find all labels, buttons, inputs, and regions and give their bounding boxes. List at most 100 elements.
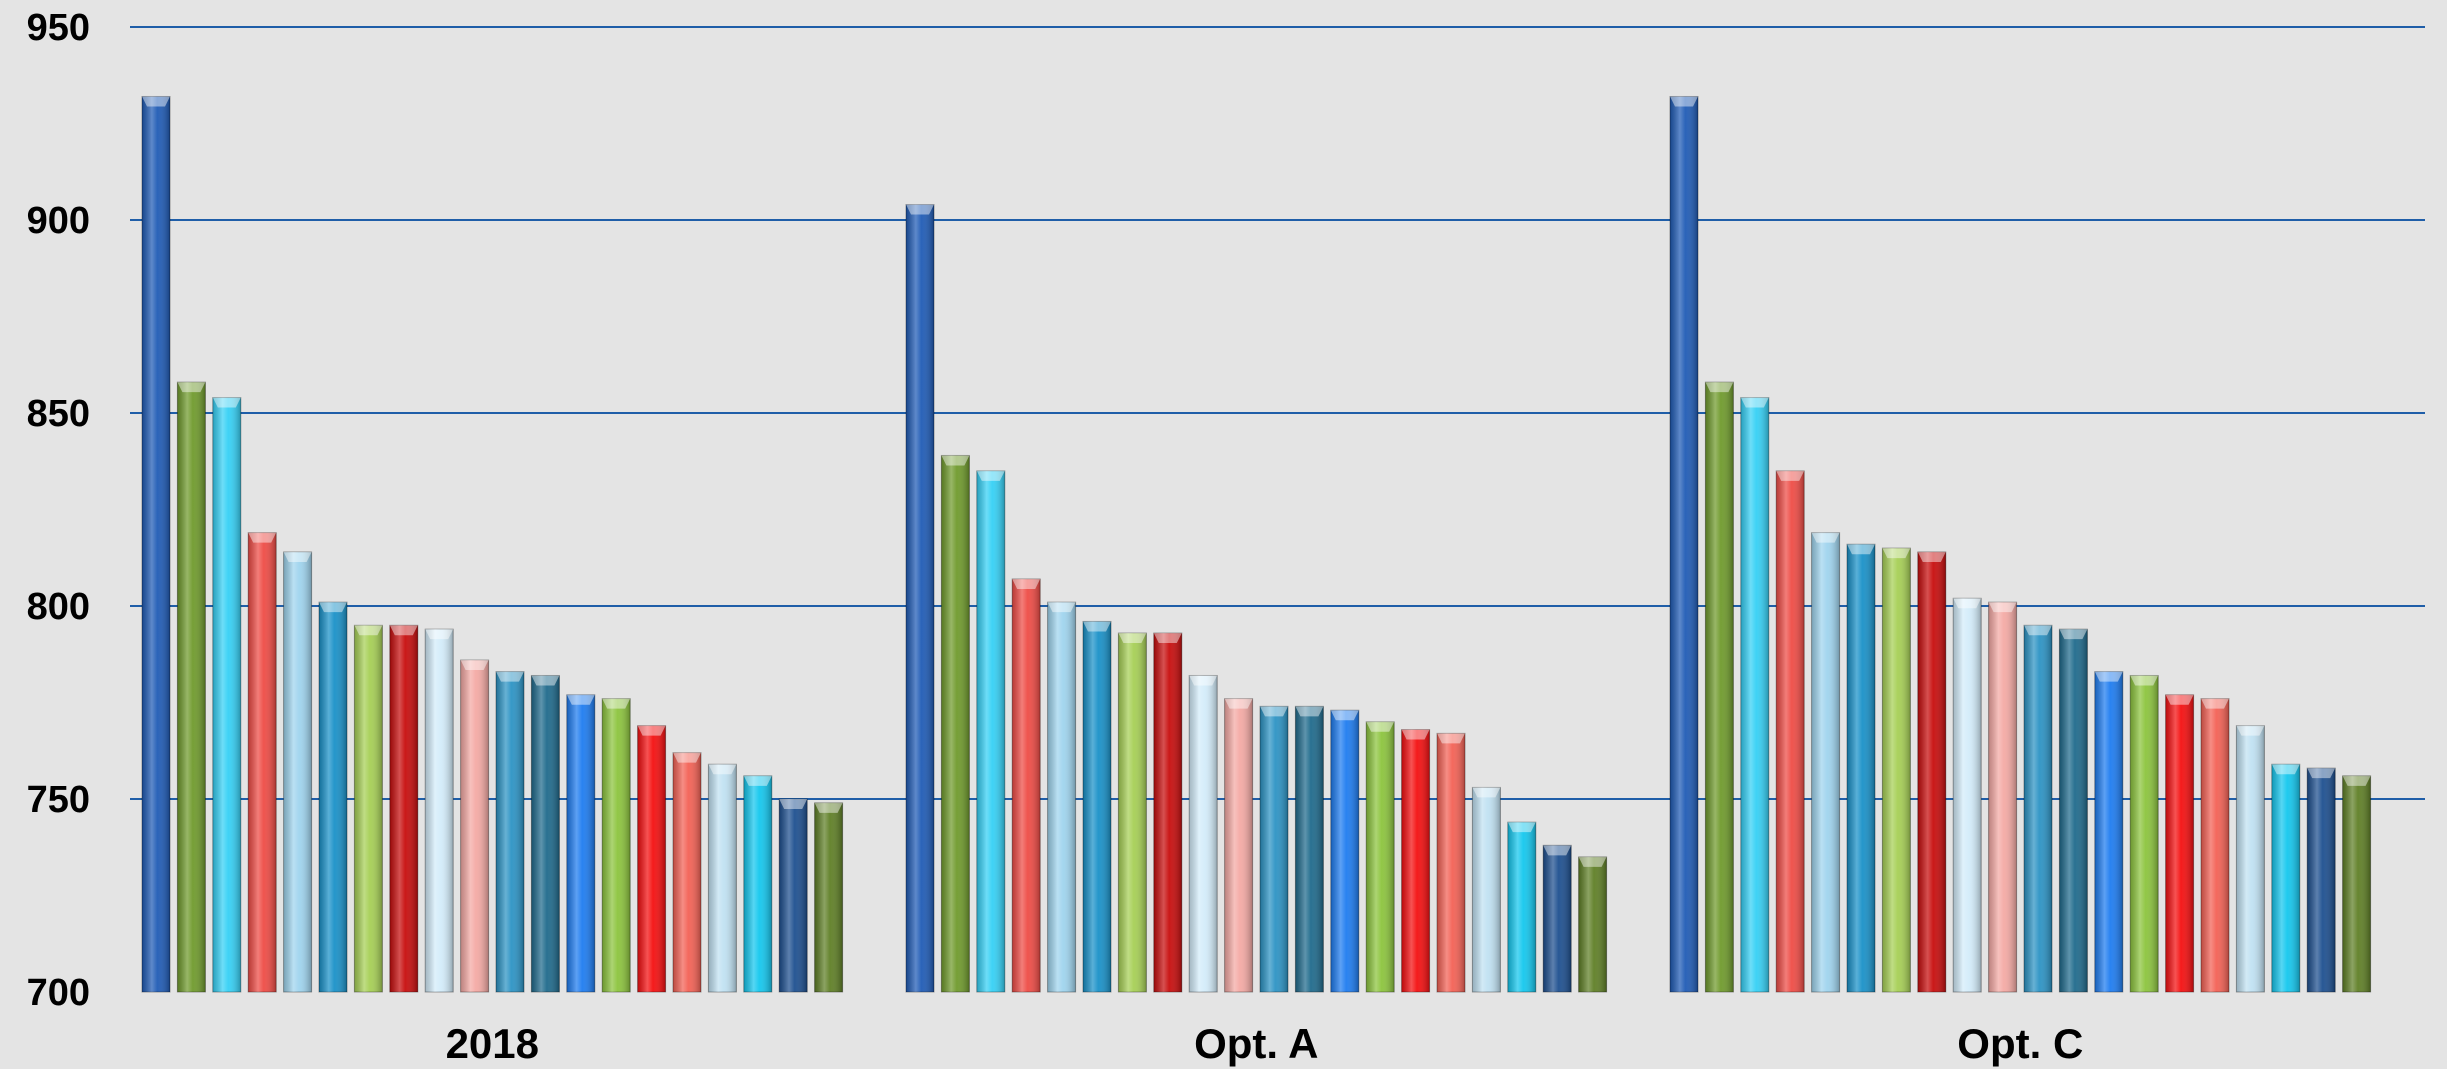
bar-shading <box>1472 787 1501 992</box>
bar-cap <box>1224 698 1253 709</box>
bar-cap <box>2024 625 2052 636</box>
bar-shading <box>2271 764 2300 992</box>
bar-cap <box>1012 578 1041 589</box>
bar-shading <box>1437 733 1465 992</box>
bar-cap <box>673 752 701 763</box>
bar-shading <box>1224 698 1253 992</box>
bar-cap <box>1670 96 1698 107</box>
bar-cap <box>1776 470 1805 481</box>
bar-shading <box>1083 621 1111 992</box>
bar-cap <box>212 397 241 408</box>
bar-cap <box>1988 602 2017 613</box>
bar-shading <box>1882 548 1911 992</box>
bar-shading <box>976 470 1005 992</box>
bar-cap <box>319 602 347 613</box>
bar-cap <box>1047 602 1076 613</box>
bar-shading <box>1330 710 1359 992</box>
bar-shading <box>2236 725 2265 992</box>
bar-cap <box>1543 845 1572 856</box>
bar-cap <box>2236 725 2265 736</box>
y-tick-label: 750 <box>27 779 90 821</box>
bar-cap <box>1578 856 1607 867</box>
bar-cap <box>708 764 737 775</box>
bar-shading <box>142 96 170 993</box>
category-label: 2018 <box>446 1020 539 1067</box>
bar-cap <box>976 470 1005 481</box>
bar-shading <box>531 675 560 992</box>
bar-cap <box>2342 775 2371 786</box>
bar-cap <box>460 660 489 671</box>
bars <box>141 95 2372 993</box>
bar-cap <box>602 698 631 709</box>
bar-shading <box>1295 706 1324 992</box>
bar-cap <box>425 629 454 640</box>
bar-cap <box>2094 671 2123 682</box>
bar-shading <box>2342 775 2371 992</box>
bar-shading <box>248 532 277 992</box>
y-tick-label: 700 <box>27 972 90 1014</box>
bar-shading <box>708 764 737 992</box>
bar-shading <box>1776 470 1805 992</box>
bar-shading <box>460 660 489 992</box>
bar-shading <box>1012 578 1041 992</box>
bar-cap <box>1083 621 1111 632</box>
bar-cap <box>1882 548 1911 559</box>
bar-cap <box>941 455 970 466</box>
bar-shading <box>354 625 383 992</box>
bar-shading <box>2024 625 2052 992</box>
bar-shading <box>1847 544 1875 992</box>
bar-cap <box>2130 675 2159 686</box>
bar-cap <box>1437 733 1465 744</box>
bar-shading <box>906 204 934 992</box>
bar-shading <box>1153 633 1182 992</box>
bar-cap <box>1917 551 1946 562</box>
bar-cap <box>1847 544 1875 555</box>
bar-shading <box>1740 397 1769 992</box>
bar-shading <box>1953 598 1982 992</box>
bar-shading <box>1047 602 1076 992</box>
bar-shading <box>1260 706 1288 992</box>
bar-shading <box>1578 856 1607 992</box>
bar-shading <box>283 551 312 992</box>
bar-cap <box>1118 633 1147 644</box>
bar-shading <box>673 752 701 992</box>
bar-cap <box>1507 822 1536 833</box>
bar-shading <box>637 725 666 992</box>
bar-cap <box>1953 598 1982 609</box>
bar-shading <box>779 799 808 992</box>
bar-shading <box>389 625 418 992</box>
bar-shading <box>1917 551 1946 992</box>
bar-cap <box>142 96 170 107</box>
bar-cap <box>637 725 666 736</box>
bar-cap <box>1472 787 1501 798</box>
bar-shading <box>1670 96 1698 993</box>
bar-shading <box>1988 602 2017 992</box>
bar-cap <box>1295 706 1324 717</box>
bar-shading <box>1118 633 1147 992</box>
bar-cap <box>779 799 808 809</box>
bar-shading <box>1705 382 1734 992</box>
bar-shading <box>425 629 454 992</box>
bar-shading <box>2307 768 2336 992</box>
bar-shading <box>177 382 206 992</box>
bar-cap <box>2307 768 2336 779</box>
bar-cap <box>389 625 418 636</box>
bar-shading <box>2059 629 2088 992</box>
bar-cap <box>1740 397 1769 408</box>
bar-shading <box>2130 675 2159 992</box>
bar-cap <box>1153 633 1182 644</box>
bar-cap <box>248 532 277 543</box>
y-axis-tick-labels: 700 750 800 850 900 950 <box>27 7 90 1014</box>
bar-shading <box>2201 698 2229 992</box>
bar-shading <box>941 455 970 993</box>
category-label: Opt. C <box>1957 1020 2083 1067</box>
bar-cap <box>177 382 206 393</box>
bar-cap <box>1330 710 1359 721</box>
category-labels: 2018 Opt. A Opt. C <box>446 1020 2084 1067</box>
bar-shading <box>743 775 772 992</box>
bar-shading <box>212 397 241 992</box>
bar-cap <box>743 775 772 786</box>
bar-cap <box>2201 698 2229 709</box>
bar-cap <box>1401 729 1430 740</box>
